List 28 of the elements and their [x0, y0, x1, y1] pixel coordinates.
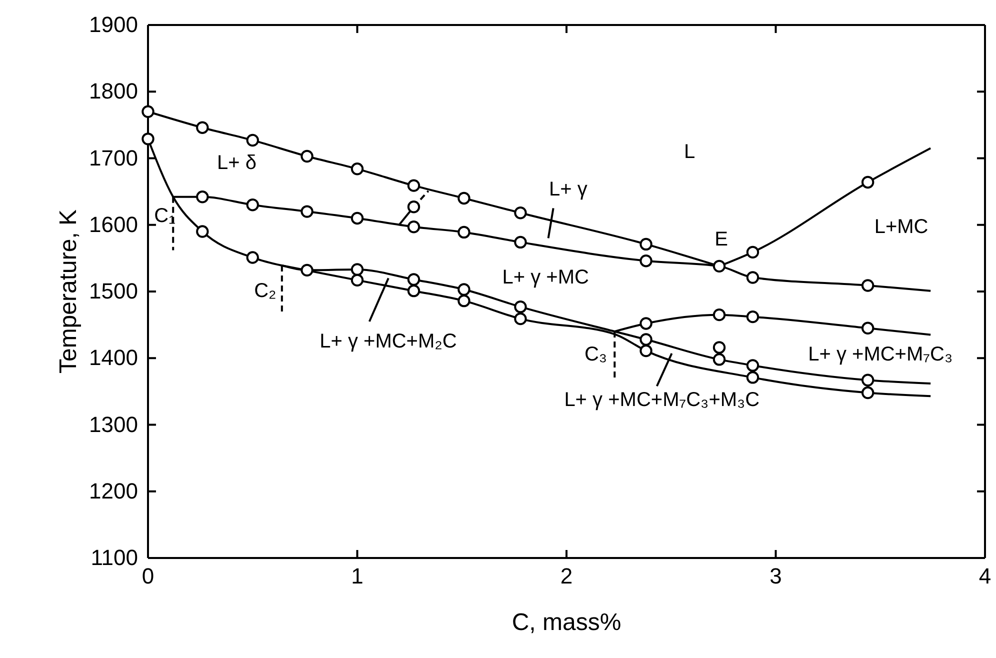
y-tick-label: 1600: [89, 212, 138, 237]
annotation: L+ γ: [548, 178, 588, 201]
annotation: L+MC: [874, 216, 928, 238]
x-tick-label: 4: [978, 564, 992, 589]
x-tick-label: 3: [770, 564, 782, 589]
y-tick-label: 1300: [89, 412, 138, 437]
annotation: L+ δ: [216, 152, 256, 174]
y-tick-label: 1400: [89, 345, 138, 370]
x-axis-title: C, mass%: [512, 609, 622, 636]
x-tick-label: 0: [142, 564, 154, 589]
annotation: C₃: [584, 344, 608, 366]
annotation: L: [684, 141, 696, 164]
annotation: L+ γ +MC: [502, 266, 589, 288]
annotation: L+ γ +MC+M₂C: [320, 330, 457, 352]
annotation: E: [714, 228, 728, 251]
x-tick-label: 2: [560, 564, 573, 589]
y-tick-label: 1200: [89, 478, 138, 504]
annotation: C₂: [254, 280, 276, 302]
y-tick-label: 1900: [89, 12, 138, 38]
y-tick-label: 1100: [90, 545, 138, 570]
y-tick-label: 1700: [89, 145, 138, 170]
x-tick-label: 1: [351, 564, 364, 589]
annotation: L+ γ +MC+M₇C₃+M₃C: [564, 389, 760, 412]
annotation: L+ γ +MC+M₇C₃: [808, 344, 953, 366]
y-axis-title: Temperature, K: [55, 209, 82, 374]
annotation: C₁: [154, 205, 176, 228]
y-tick-label: 1500: [89, 278, 138, 304]
y-tick-label: 1800: [89, 78, 138, 104]
